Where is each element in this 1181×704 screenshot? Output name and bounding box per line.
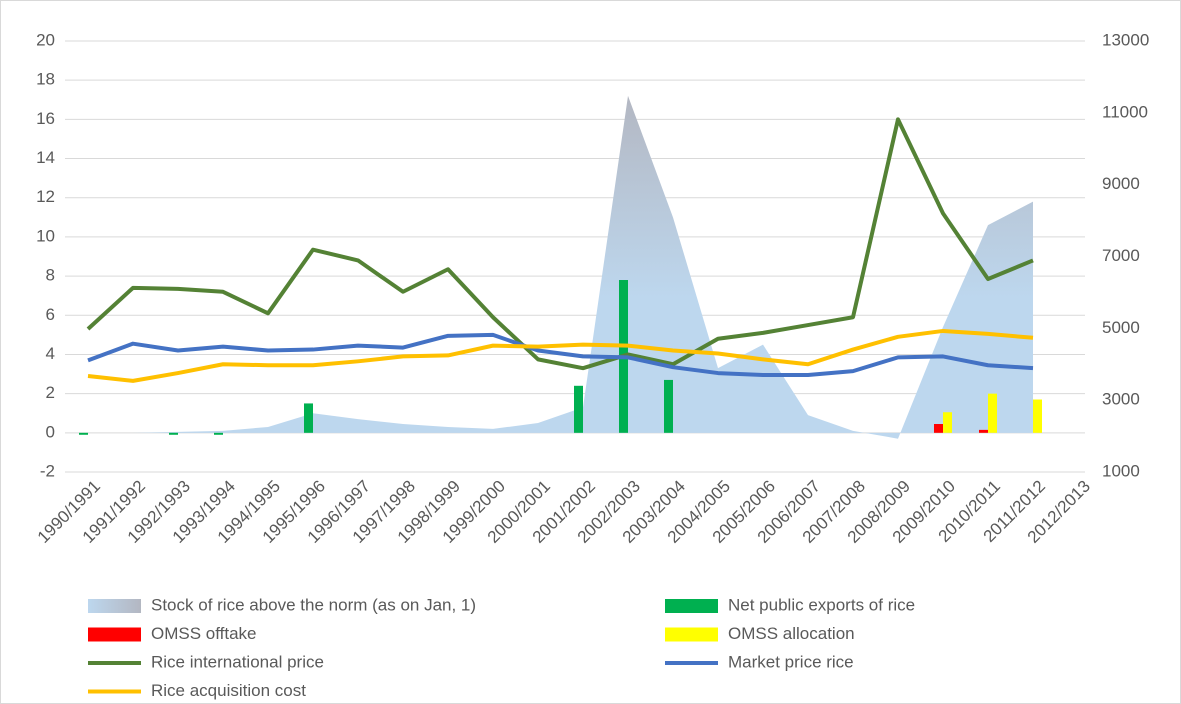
legend-swatch: [88, 599, 141, 613]
line: [87, 328, 1034, 383]
y-tick-label: 12: [36, 187, 55, 206]
y-tick-label: 0: [46, 422, 55, 441]
legend-swatch: [665, 627, 718, 642]
y2-tick-label: 7000: [1102, 246, 1140, 265]
legend-swatch: [88, 627, 141, 642]
legend-label: Net public exports of rice: [728, 595, 915, 614]
y2-tick-label: 9000: [1102, 174, 1140, 193]
bar: [988, 393, 997, 433]
y2-tick-label: 11000: [1102, 102, 1148, 121]
bar: [169, 432, 178, 435]
y-tick-label: 8: [46, 266, 55, 285]
legend-label: OMSS offtake: [151, 624, 257, 643]
bar: [214, 432, 223, 435]
y-tick-label: 6: [46, 305, 55, 324]
legend-label: Rice acquisition cost: [151, 681, 306, 700]
y-tick-label: 18: [36, 70, 55, 89]
legend-label: Stock of rice above the norm (as on Jan,…: [151, 595, 476, 614]
y2-tick-label: 13000: [1102, 30, 1149, 49]
y-tick-label: 4: [46, 344, 55, 363]
line: [86, 117, 1034, 371]
bar: [979, 429, 988, 433]
bar: [304, 403, 313, 433]
legend-label: Market price rice: [728, 652, 854, 671]
bar: [664, 379, 673, 433]
y-tick-label: 20: [36, 30, 55, 49]
y-tick-label: 2: [46, 383, 55, 402]
y2-tick-label: 1000: [1102, 461, 1140, 480]
bar: [574, 385, 583, 433]
y-tick-label: -2: [40, 461, 55, 480]
bar: [934, 424, 943, 433]
area: [88, 95, 1033, 439]
bar: [1033, 399, 1042, 433]
y2-tick-label: 3000: [1102, 390, 1140, 409]
bar: [79, 432, 88, 435]
y-tick-label: 10: [36, 226, 55, 245]
bar: [943, 412, 952, 433]
line: [87, 332, 1034, 378]
y2-tick-label: 5000: [1102, 318, 1140, 337]
legend-swatch: [665, 599, 718, 613]
y-tick-label: 14: [36, 148, 55, 167]
legend-label: OMSS allocation: [728, 624, 855, 643]
y-tick-label: 16: [36, 109, 55, 128]
legend-label: Rice international price: [151, 652, 324, 671]
